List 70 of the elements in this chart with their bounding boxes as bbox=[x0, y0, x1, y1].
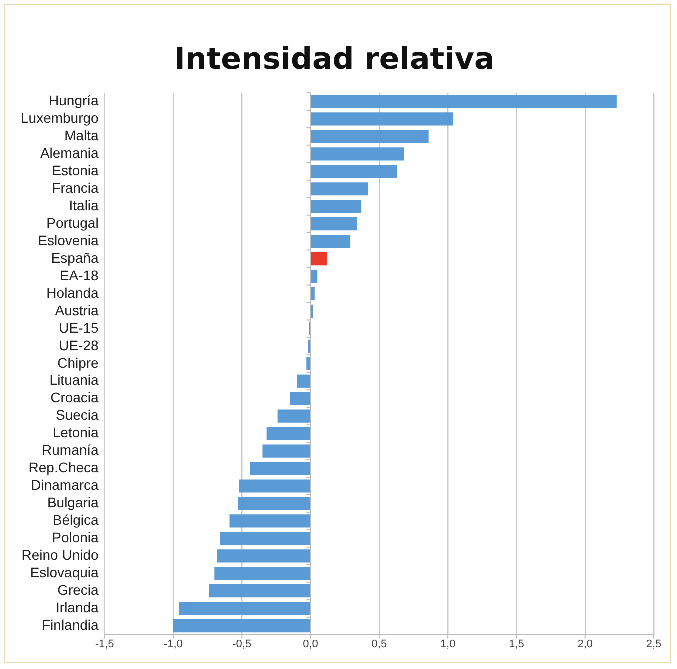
y-tick-label: Italia bbox=[69, 197, 100, 214]
y-tick-label: Portugal bbox=[46, 214, 99, 231]
y-tick-label: Malta bbox=[64, 128, 100, 144]
y-tick-label: UE-28 bbox=[59, 337, 100, 354]
y-tick-label: Eslovaquia bbox=[30, 564, 100, 580]
y-tick-label: Dinamarca bbox=[31, 477, 100, 494]
y-tick-label: Alemania bbox=[40, 145, 100, 162]
y-tick-label: Suecia bbox=[56, 407, 100, 424]
bar bbox=[311, 95, 617, 108]
y-tick-label: Grecia bbox=[58, 582, 100, 598]
x-tick-label: -1,0 bbox=[164, 638, 183, 650]
bar bbox=[230, 514, 310, 528]
bar bbox=[311, 287, 315, 301]
y-tick-label: Rumanía bbox=[42, 442, 100, 458]
x-tick-label: 0,0 bbox=[303, 638, 318, 650]
y-tick-label: Reino Unido bbox=[22, 547, 100, 564]
y-tick-label: Hungría bbox=[49, 92, 100, 109]
y-tick-label: España bbox=[51, 250, 100, 266]
bar bbox=[311, 304, 314, 318]
bar bbox=[311, 252, 328, 266]
y-tick-label: Luxemburgo bbox=[21, 110, 100, 126]
bar bbox=[239, 480, 310, 493]
bar bbox=[311, 270, 318, 284]
bar bbox=[238, 497, 310, 510]
bar bbox=[290, 392, 310, 406]
bar bbox=[214, 567, 310, 580]
y-tick-label: Chipre bbox=[58, 354, 100, 371]
bar bbox=[217, 550, 310, 563]
bar bbox=[311, 218, 358, 231]
bar bbox=[311, 200, 362, 214]
bar bbox=[266, 427, 310, 440]
bar bbox=[178, 602, 310, 616]
y-tick-label: UE-15 bbox=[59, 320, 100, 336]
y-tick-label: Francia bbox=[52, 180, 100, 196]
bar bbox=[297, 374, 310, 388]
y-tick-label: Croacia bbox=[50, 390, 100, 406]
bar bbox=[209, 584, 310, 598]
x-tick-label: -1,5 bbox=[95, 638, 114, 650]
bar bbox=[250, 462, 310, 476]
chart-title: Intensidad relativa bbox=[174, 42, 495, 77]
bar bbox=[173, 620, 310, 633]
bar bbox=[262, 444, 310, 458]
y-tick-label: Holanda bbox=[46, 284, 100, 301]
x-tick-label: -0,5 bbox=[232, 638, 252, 650]
y-tick-label: Bulgaria bbox=[47, 494, 100, 511]
x-tick-label: 0,5 bbox=[372, 638, 388, 650]
bar bbox=[278, 410, 310, 423]
y-tick-label: Bélgica bbox=[52, 512, 100, 528]
y-tick-label: Polonia bbox=[52, 530, 100, 546]
y-tick-label: Finlandia bbox=[42, 616, 100, 633]
x-tick-label: 1,0 bbox=[440, 638, 456, 650]
bar bbox=[311, 235, 351, 248]
y-tick-label: Letonia bbox=[52, 424, 100, 441]
y-tick-label: EA-18 bbox=[60, 267, 100, 284]
bar bbox=[311, 112, 454, 126]
y-tick-label: Rep.Checa bbox=[28, 460, 100, 476]
x-tick-label: 2,5 bbox=[646, 638, 662, 650]
y-tick-label: Irlanda bbox=[56, 599, 100, 616]
x-tick-label: 1,5 bbox=[509, 638, 524, 650]
y-tick-label: Estonia bbox=[52, 162, 100, 179]
y-tick-label: Austria bbox=[55, 302, 100, 318]
bar bbox=[220, 532, 310, 546]
bar bbox=[311, 182, 368, 196]
bar bbox=[306, 357, 310, 370]
bar bbox=[311, 130, 429, 144]
bar bbox=[311, 165, 398, 178]
x-tick-label: 2,0 bbox=[578, 638, 593, 650]
y-tick-label: Eslovenia bbox=[38, 232, 100, 248]
y-tick-label: Lituania bbox=[50, 372, 100, 388]
bar bbox=[311, 148, 404, 161]
